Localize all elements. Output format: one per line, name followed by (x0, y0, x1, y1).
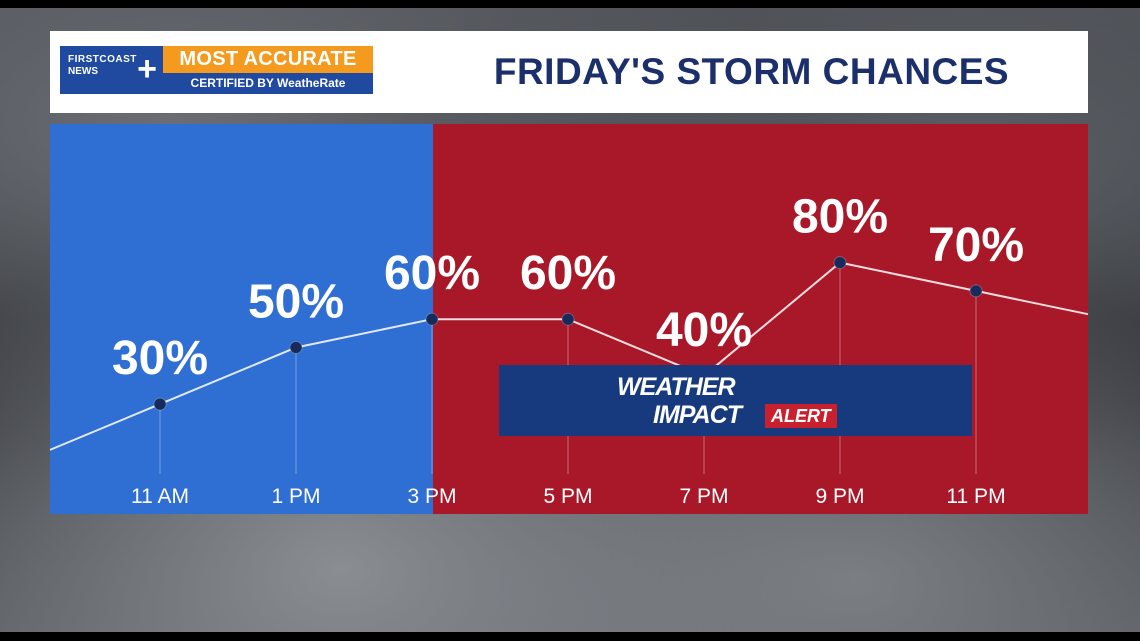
data-point (425, 312, 439, 326)
data-label: 50% (248, 276, 344, 329)
alert-line2: IMPACT (653, 401, 742, 429)
logo-badge-top: MOST ACCURATE (163, 46, 373, 73)
logo-brand-line1: FIRSTCOAST (68, 54, 137, 65)
title-bar: FIRSTCOAST NEWS + MOST ACCURATE CERTIFIE… (50, 31, 1088, 113)
storm-chance-chart: 30% 50% 60% 60% 40% 80% 70% 11 AM 1 PM 3 PM 5 PM 7 … (49, 124, 1089, 514)
x-tick-label: 3 PM (407, 485, 456, 508)
x-tick-label: 11 PM (946, 485, 1005, 508)
weather-impact-alert-banner: WEATHER IMPACT ALERT (499, 365, 972, 436)
data-label: 80% (792, 191, 888, 244)
x-tick-label: 9 PM (815, 485, 864, 508)
logo-badge-bottom: CERTIFIED BY WeatheRate (163, 73, 373, 94)
data-label: 60% (520, 247, 616, 300)
logo-brand-line2: NEWS (68, 66, 98, 77)
page-title: FRIDAY'S STORM CHANCES (493, 51, 1010, 92)
x-tick-label: 7 PM (679, 485, 728, 508)
logo-badge: MOST ACCURATE CERTIFIED BY WeatheRate (163, 46, 373, 94)
plus-icon: + (137, 50, 157, 88)
x-tick-label: 1 PM (271, 485, 320, 508)
data-label: 70% (928, 219, 1024, 272)
chart-panel-blue (50, 124, 433, 514)
x-tick-label: 11 AM (131, 485, 189, 508)
data-point (561, 312, 575, 326)
data-label: 60% (384, 247, 480, 300)
data-point (833, 256, 847, 270)
data-point (289, 341, 303, 354)
data-label: 40% (656, 304, 752, 357)
station-logo: FIRSTCOAST NEWS + MOST ACCURATE CERTIFIE… (60, 46, 373, 94)
x-tick-label: 5 PM (543, 485, 592, 508)
data-point (153, 397, 167, 411)
data-point (969, 284, 983, 298)
data-label: 30% (112, 332, 208, 385)
alert-line1: WEATHER (617, 373, 736, 401)
storm-background: FIRSTCOAST NEWS + MOST ACCURATE CERTIFIE… (0, 8, 1140, 632)
alert-tag: ALERT (765, 404, 837, 428)
logo-brand-block: FIRSTCOAST NEWS + (60, 46, 163, 94)
weather-impact-alert-logo: WEATHER IMPACT ALERT (617, 373, 857, 429)
